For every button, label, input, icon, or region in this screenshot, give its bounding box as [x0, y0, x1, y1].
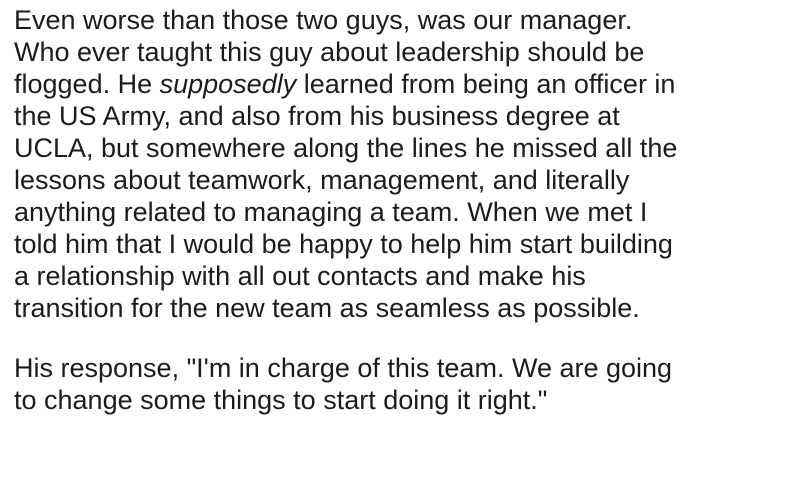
emphasized-word: supposedly: [159, 69, 297, 99]
text-line: transition for the new team as seamless …: [14, 293, 640, 323]
text-line: Who ever taught this guy about leadershi…: [14, 37, 645, 67]
text-line: anything related to managing a team. Whe…: [14, 197, 648, 227]
text-line: told him that I would be happy to help h…: [14, 229, 673, 259]
text-line: the US Army, and also from his business …: [14, 101, 620, 131]
text-line: to change some things to start doing it …: [14, 385, 548, 415]
text-line: Even worse than those two guys, was our …: [14, 5, 633, 35]
text-line-with-emphasis: flogged. He supposedly learned from bein…: [14, 68, 790, 100]
text-segment: learned from being an officer in: [296, 69, 676, 99]
paragraph-response: His response, "I'm in charge of this tea…: [14, 352, 790, 416]
text-line: a relationship with all out contacts and…: [14, 261, 586, 291]
paragraph-manager: Even worse than those two guys, was our …: [14, 4, 790, 324]
text-line: lessons about teamwork, management, and …: [14, 165, 630, 195]
text-line: UCLA, but somewhere along the lines he m…: [14, 133, 678, 163]
text-segment: flogged. He: [14, 69, 160, 99]
text-line: His response, "I'm in charge of this tea…: [14, 353, 673, 383]
